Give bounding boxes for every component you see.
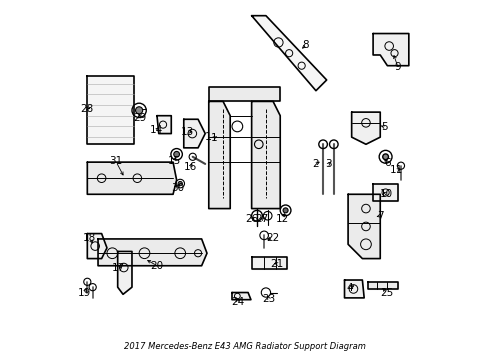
Text: 2017 Mercedes-Benz E43 AMG Radiator Support Diagram: 2017 Mercedes-Benz E43 AMG Radiator Supp… (123, 342, 365, 351)
Polygon shape (157, 116, 171, 134)
Text: 27: 27 (255, 214, 268, 224)
Text: 2: 2 (312, 159, 319, 169)
Text: 13: 13 (181, 127, 194, 137)
Circle shape (173, 152, 179, 157)
Text: 19: 19 (78, 288, 91, 297)
Text: 29: 29 (133, 113, 146, 123)
Text: 25: 25 (379, 288, 392, 298)
Text: 5: 5 (381, 122, 387, 132)
Text: 28: 28 (80, 104, 93, 113)
Polygon shape (118, 251, 132, 294)
Text: 10: 10 (379, 189, 392, 199)
Text: 8: 8 (302, 40, 308, 50)
Polygon shape (87, 162, 176, 194)
Polygon shape (208, 87, 280, 102)
Polygon shape (344, 280, 364, 298)
Text: 4: 4 (346, 283, 352, 293)
Polygon shape (347, 194, 380, 258)
Text: 31: 31 (109, 157, 122, 166)
Polygon shape (251, 102, 280, 208)
Text: 1: 1 (205, 132, 212, 142)
Polygon shape (87, 76, 134, 144)
Text: 16: 16 (183, 162, 197, 172)
Polygon shape (372, 33, 408, 66)
Text: 12: 12 (275, 214, 288, 224)
Text: 21: 21 (270, 259, 284, 269)
Text: 14: 14 (150, 125, 163, 135)
Polygon shape (251, 257, 287, 269)
Text: 26: 26 (244, 214, 258, 224)
Text: 22: 22 (266, 233, 279, 243)
Text: 6: 6 (383, 158, 390, 168)
Polygon shape (98, 239, 206, 266)
Text: 24: 24 (231, 297, 244, 307)
Text: 1: 1 (210, 133, 217, 143)
Circle shape (178, 181, 182, 186)
Text: 23: 23 (262, 294, 275, 303)
Polygon shape (251, 16, 326, 91)
Polygon shape (351, 112, 380, 144)
Text: 17: 17 (112, 262, 125, 273)
Polygon shape (208, 102, 230, 208)
Polygon shape (372, 184, 397, 202)
Circle shape (382, 154, 387, 159)
Text: 9: 9 (394, 63, 401, 72)
Circle shape (135, 107, 142, 114)
Text: 15: 15 (167, 156, 181, 166)
Text: 30: 30 (170, 183, 183, 193)
Polygon shape (183, 119, 205, 148)
Polygon shape (87, 234, 107, 258)
Circle shape (283, 208, 287, 213)
Text: 3: 3 (325, 159, 331, 169)
Polygon shape (367, 282, 397, 289)
Text: 20: 20 (150, 261, 163, 271)
Text: 7: 7 (376, 211, 383, 221)
Text: 11: 11 (388, 165, 402, 175)
Text: 18: 18 (82, 233, 96, 243)
Polygon shape (231, 293, 250, 300)
